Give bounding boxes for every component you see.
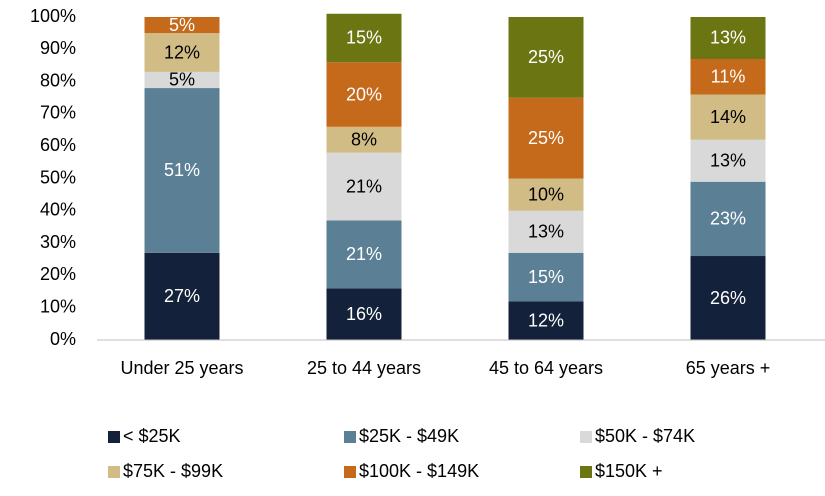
data-label: 14% (710, 107, 746, 127)
data-label: 27% (164, 286, 200, 306)
y-tick-label: 50% (40, 167, 76, 187)
x-tick-label: 65 years + (686, 358, 771, 378)
data-label: 23% (710, 209, 746, 229)
bar-segment (326, 62, 402, 127)
x-tick-label: 45 to 64 years (489, 358, 603, 378)
legend-swatch (580, 466, 592, 478)
y-tick-label: 30% (40, 232, 76, 252)
legend-swatch (580, 431, 592, 443)
bar-segment (508, 17, 584, 98)
data-label: 15% (346, 28, 382, 48)
data-label: 25% (528, 47, 564, 67)
y-tick-label: 70% (40, 103, 76, 123)
y-tick-label: 100% (30, 6, 76, 26)
data-label: 20% (346, 84, 382, 104)
bar-segment (144, 71, 220, 89)
legend-swatch (344, 431, 356, 443)
y-tick-label: 40% (40, 200, 76, 220)
data-label: 10% (528, 184, 564, 204)
bar-segment (326, 126, 402, 153)
bar-segment (690, 181, 766, 257)
bar-segment (144, 33, 220, 72)
data-label: 51% (164, 160, 200, 180)
bar-segment (326, 152, 402, 221)
bar-segment (690, 58, 766, 95)
data-label: 13% (528, 222, 564, 242)
data-label: 21% (346, 244, 382, 264)
data-label: 13% (710, 150, 746, 170)
data-label: 12% (164, 42, 200, 62)
bar-segment (690, 256, 766, 340)
bar-segment (144, 17, 220, 34)
bar-segment (690, 17, 766, 59)
data-label: 11% (711, 67, 746, 87)
y-tick-label: 90% (40, 38, 76, 58)
bar-segment (690, 94, 766, 140)
bar-segment (508, 252, 584, 302)
y-tick-label: 0% (50, 329, 76, 349)
legend-label: $50K - $74K (595, 426, 695, 446)
bar-segment (508, 301, 584, 340)
data-label: 16% (346, 304, 382, 324)
data-label: 25% (528, 128, 564, 148)
y-tick-label: 20% (40, 264, 76, 284)
x-tick-label: 25 to 44 years (307, 358, 421, 378)
bar-segment (144, 88, 220, 253)
bar-segment (326, 220, 402, 289)
legend-swatch (108, 466, 120, 478)
x-tick-label: Under 25 years (120, 358, 243, 378)
bar-segment (326, 288, 402, 340)
bar-segment (690, 139, 766, 182)
data-label: 15% (528, 267, 564, 287)
data-label: 5% (169, 70, 195, 90)
legend-label: $150K + (595, 461, 663, 481)
data-label: 12% (528, 310, 564, 330)
bar-segment (508, 178, 584, 211)
legend-swatch (344, 466, 356, 478)
legend-label: $75K - $99K (123, 461, 223, 481)
y-tick-label: 60% (40, 135, 76, 155)
bar-segment (144, 252, 220, 340)
data-label: 13% (710, 28, 746, 48)
y-tick-label: 10% (40, 296, 76, 316)
data-label: 8% (351, 129, 377, 149)
y-tick-label: 80% (40, 70, 76, 90)
data-label: 26% (710, 288, 746, 308)
bar-segment (508, 210, 584, 253)
legend-label: $25K - $49K (359, 426, 459, 446)
legend-swatch (108, 431, 120, 443)
legend-label: $100K - $149K (359, 461, 479, 481)
legend-label: < $25K (123, 426, 181, 446)
bar-segment (326, 13, 402, 63)
data-label: 5% (169, 15, 195, 35)
data-label: 21% (346, 176, 382, 196)
bar-segment (508, 97, 584, 179)
